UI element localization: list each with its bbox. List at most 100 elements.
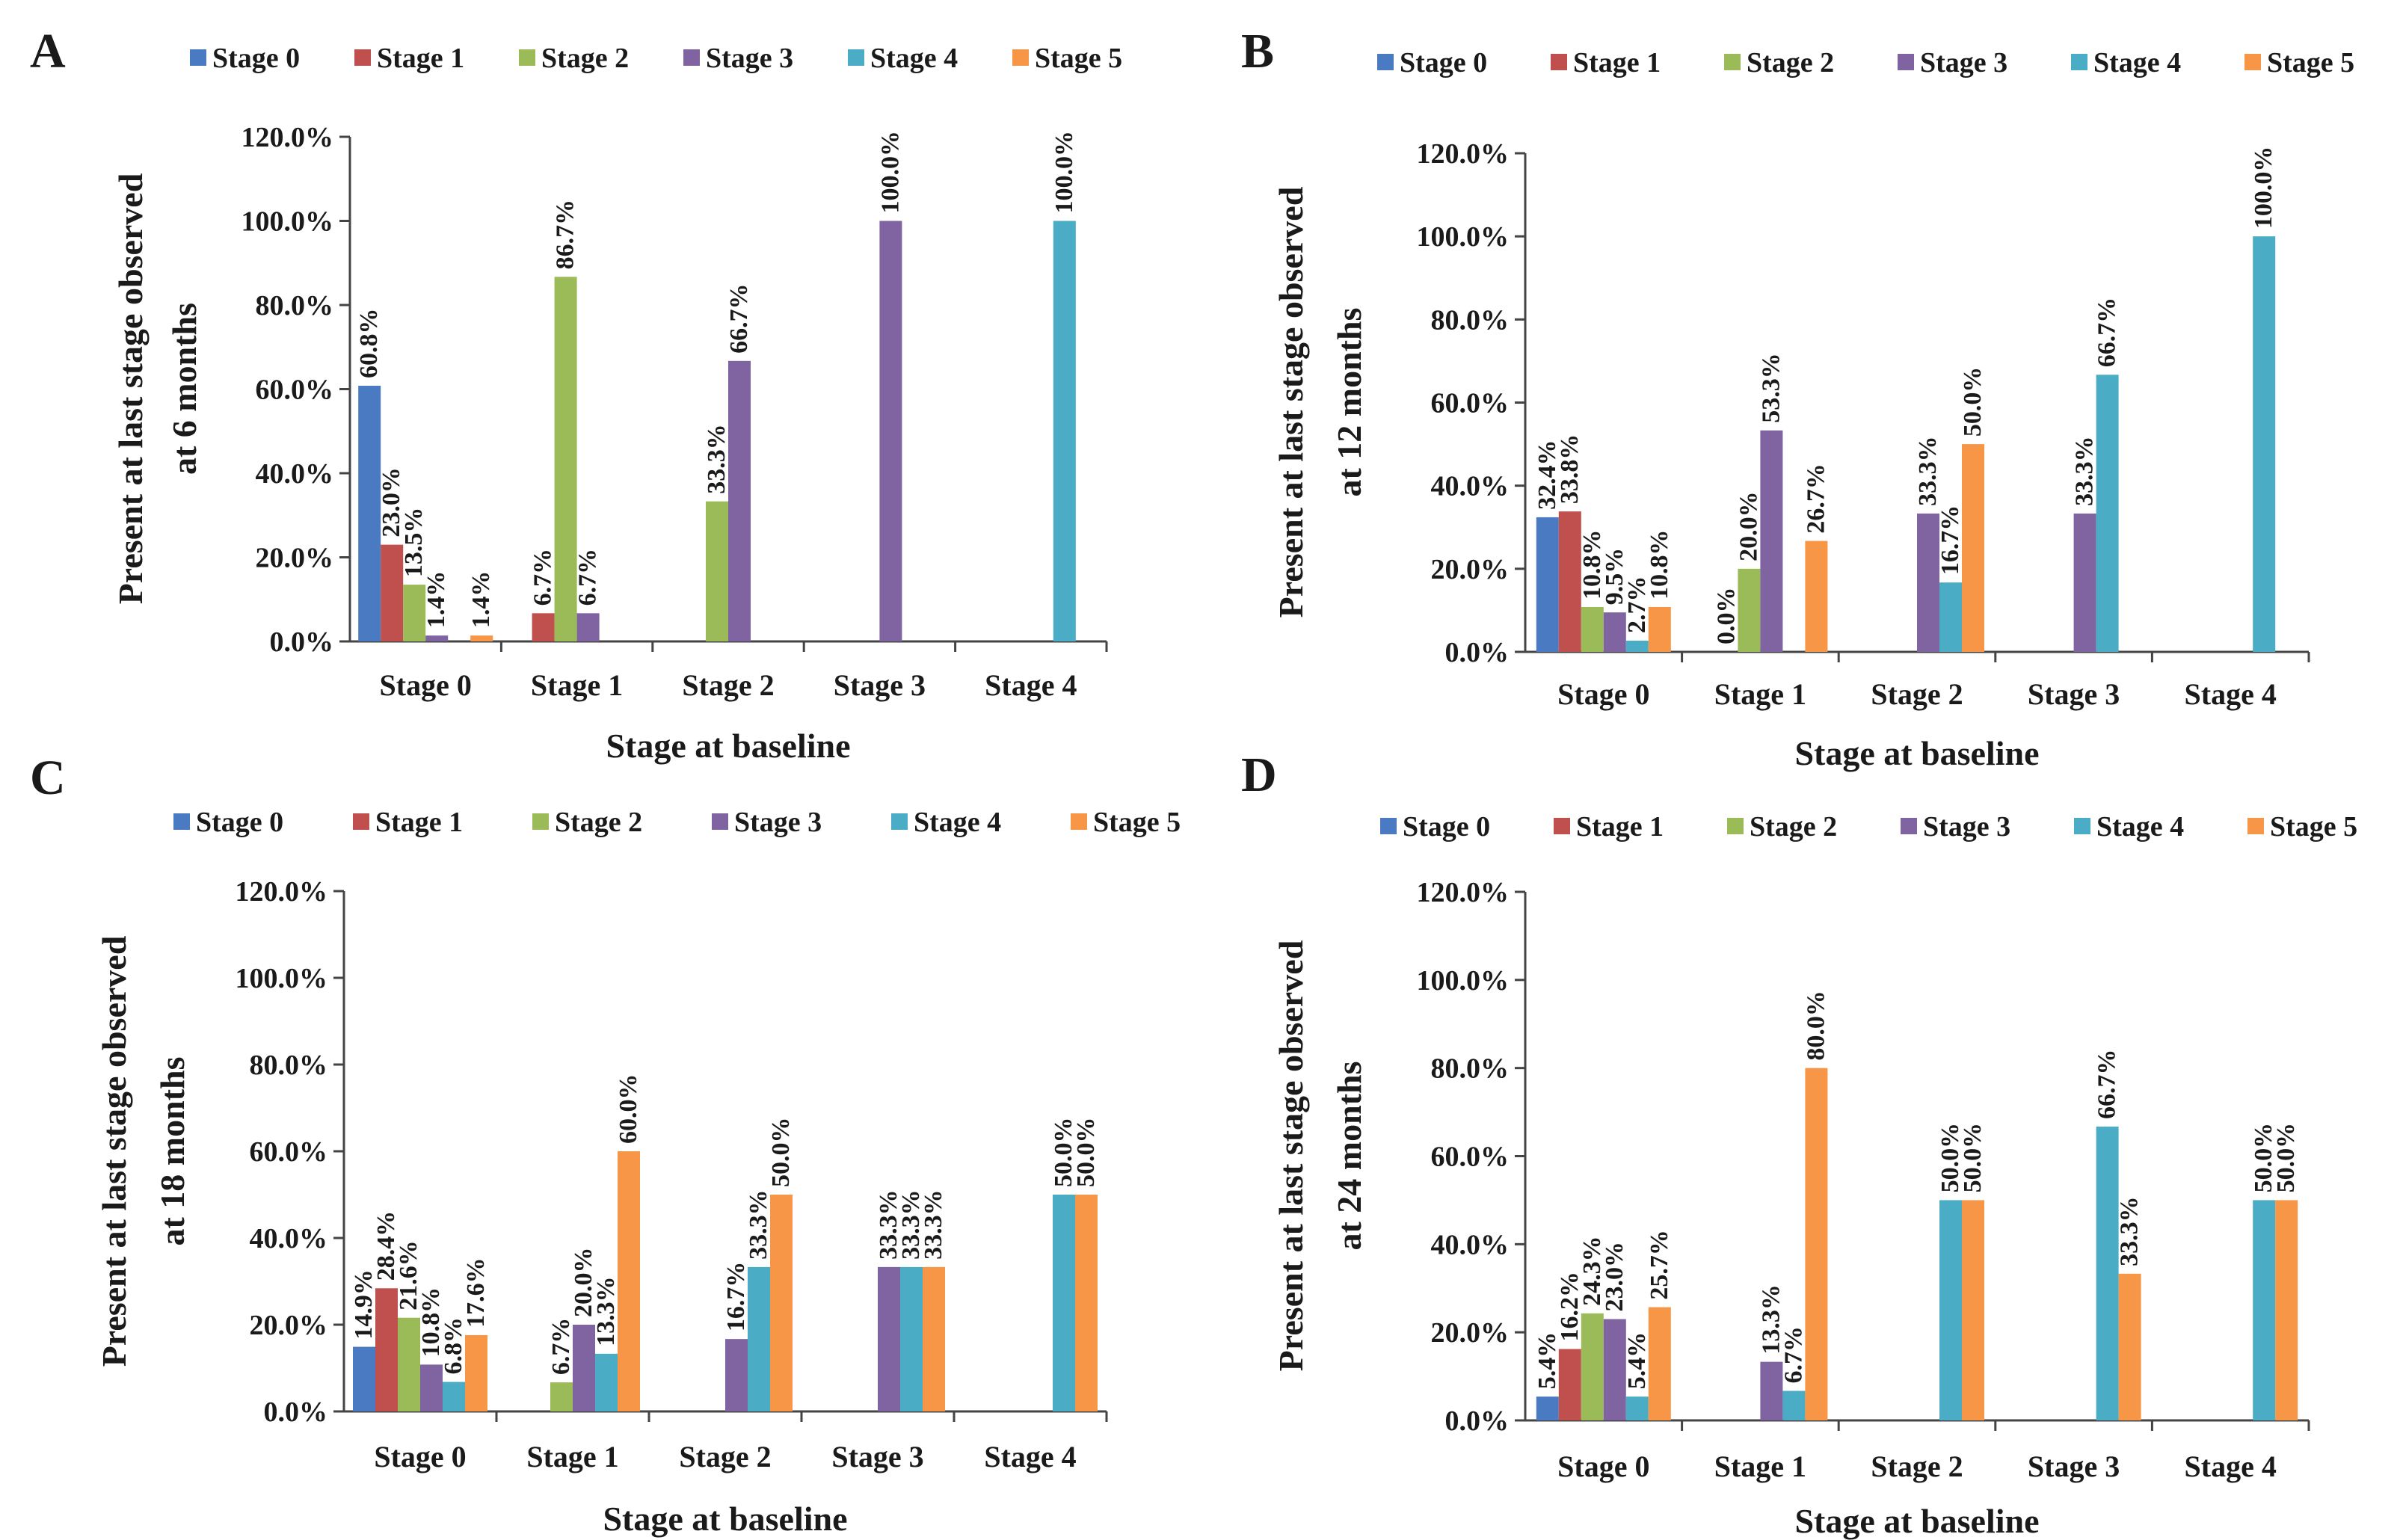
y-tick-label: 80.0% bbox=[256, 290, 334, 321]
legend-swatch bbox=[354, 49, 371, 66]
legend-entry: Stage 4 bbox=[2093, 47, 2181, 78]
bar-a-stage-2 bbox=[706, 501, 728, 641]
y-axis: 0.0% 20.0% 40.0% 60.0% 80.0% 100.0% 120.0% bbox=[236, 876, 345, 1428]
data-label: 33.3% bbox=[2116, 1196, 2144, 1266]
data-label: 50.0% bbox=[1072, 1118, 1100, 1188]
y-tick-label: 60.0% bbox=[256, 375, 334, 406]
y-tick-label: 40.0% bbox=[256, 458, 334, 490]
data-label: 14.9% bbox=[350, 1269, 378, 1340]
y-tick-label: 20.0% bbox=[256, 543, 334, 574]
bar-b-stage-4 bbox=[2096, 375, 2119, 652]
x-axis-title: Stage at baseline bbox=[606, 727, 850, 765]
data-label: 50.0% bbox=[2250, 1123, 2277, 1193]
data-label: 50.0% bbox=[1936, 1123, 1964, 1193]
data-label: 33.3% bbox=[875, 1189, 902, 1260]
data-label: 13.5% bbox=[400, 508, 428, 578]
legend-swatch bbox=[173, 813, 190, 830]
y-tick-label: 40.0% bbox=[250, 1223, 328, 1254]
bar-c-stage-3 bbox=[420, 1364, 443, 1411]
bar-a-stage-0 bbox=[358, 386, 381, 641]
bar-c-stage-5 bbox=[1075, 1195, 1098, 1411]
bar-d-stage-4 bbox=[1939, 1200, 1962, 1420]
data-label: 23.0% bbox=[1601, 1242, 1628, 1312]
data-label: 20.0% bbox=[570, 1248, 597, 1318]
data-label: 21.6% bbox=[395, 1240, 422, 1310]
bar-d-stage-4 bbox=[1625, 1396, 1649, 1420]
data-label: 26.7% bbox=[1802, 463, 1830, 534]
y-tick-label: 120.0% bbox=[1417, 138, 1510, 170]
data-label: 16.2% bbox=[1556, 1272, 1584, 1342]
bar-b-stage-4 bbox=[1939, 582, 1962, 652]
x-axis-title: Stage at baseline bbox=[603, 1500, 847, 1538]
y-axis-title: at 18 months bbox=[153, 1056, 191, 1245]
bar-a-stage-3 bbox=[728, 360, 751, 641]
data-label: 86.7% bbox=[552, 200, 579, 270]
bar-a-stage-2 bbox=[554, 277, 577, 641]
data-label: 24.3% bbox=[1578, 1236, 1606, 1306]
data-label: 28.4% bbox=[372, 1211, 400, 1281]
data-label: 50.0% bbox=[2272, 1123, 2300, 1193]
data-label: 0.0% bbox=[1712, 588, 1740, 645]
legend-entry: Stage 1 bbox=[375, 807, 463, 838]
y-tick-label: 60.0% bbox=[1431, 388, 1510, 419]
bar-c-stage-5 bbox=[770, 1195, 793, 1411]
x-tick-label: Stage 1 bbox=[1714, 677, 1806, 711]
legend-swatch bbox=[532, 813, 549, 830]
legend-entry: Stage 0 bbox=[212, 43, 300, 74]
data-labels: 14.9%28.4%21.6%10.8%6.8%17.6% 6.7%20.0%13… bbox=[350, 1074, 1100, 1376]
legend-entry: Stage 2 bbox=[555, 807, 642, 838]
legend-swatch bbox=[1380, 818, 1397, 834]
x-tick-label: Stage 4 bbox=[984, 1440, 1076, 1473]
bar-b-stage-5 bbox=[1962, 444, 1984, 652]
bar-c-stage-3 bbox=[573, 1325, 595, 1411]
bar-d-stage-3 bbox=[1603, 1319, 1626, 1420]
bar-a-stage-1 bbox=[381, 544, 404, 641]
data-label: 13.3% bbox=[1757, 1284, 1785, 1355]
data-label: 2.7% bbox=[1623, 576, 1651, 633]
legend-swatch bbox=[1901, 818, 1917, 834]
legend-swatch bbox=[712, 813, 728, 830]
y-tick-label: 20.0% bbox=[1431, 1317, 1510, 1349]
data-label: 33.3% bbox=[2071, 436, 2099, 506]
bar-d-stage-1 bbox=[1558, 1349, 1581, 1420]
legend-swatch bbox=[1071, 813, 1087, 830]
bar-c-stage-2 bbox=[550, 1382, 573, 1411]
y-tick-label: 20.0% bbox=[1431, 554, 1510, 585]
data-label: 50.0% bbox=[1959, 367, 1987, 437]
y-tick-label: 80.0% bbox=[1431, 1053, 1510, 1085]
data-label: 80.0% bbox=[1802, 991, 1830, 1061]
bar-b-stage-4 bbox=[2253, 236, 2276, 653]
panel-letter: A bbox=[30, 24, 66, 78]
data-label: 50.0% bbox=[767, 1118, 795, 1188]
legend-entry: Stage 1 bbox=[1576, 811, 1664, 843]
legend-swatch bbox=[190, 49, 206, 66]
data-label: 1.4% bbox=[422, 571, 450, 629]
bar-b-stage-0 bbox=[1536, 517, 1559, 652]
y-axis-title: at 6 months bbox=[165, 303, 203, 475]
bar-c-stage-3 bbox=[725, 1339, 748, 1411]
y-axis-title: Present at last stage observed bbox=[1272, 186, 1310, 617]
bar-a-stage-1 bbox=[532, 613, 555, 641]
legend-swatch bbox=[2074, 818, 2090, 834]
data-label: 5.4% bbox=[1533, 1332, 1561, 1390]
data-label: 10.8% bbox=[1578, 529, 1606, 600]
y-tick-label: 0.0% bbox=[264, 1396, 328, 1428]
legend-entry: Stage 4 bbox=[870, 43, 958, 74]
bar-d-stage-5 bbox=[1962, 1200, 1984, 1420]
data-label: 33.3% bbox=[897, 1189, 925, 1260]
bar-c-stage-4 bbox=[748, 1266, 770, 1411]
data-label: 60.0% bbox=[615, 1074, 642, 1145]
y-tick-label: 40.0% bbox=[1431, 471, 1510, 502]
chart-panel-a: A Stage 0 Stage 1 Stage 2 Stage 3 Stage 4 Stag… bbox=[30, 24, 1122, 765]
legend-swatch bbox=[848, 49, 864, 66]
bar-b-stage-4 bbox=[1625, 640, 1649, 652]
y-axis-title: Present at last stage observed bbox=[111, 173, 150, 604]
legend-swatch bbox=[1551, 54, 1567, 70]
legend-entry: Stage 4 bbox=[2096, 811, 2184, 843]
data-label: 60.8% bbox=[355, 309, 383, 379]
data-label: 6.8% bbox=[440, 1317, 467, 1375]
bar-b-stage-3 bbox=[1603, 612, 1626, 652]
data-label: 6.7% bbox=[1779, 1326, 1807, 1384]
